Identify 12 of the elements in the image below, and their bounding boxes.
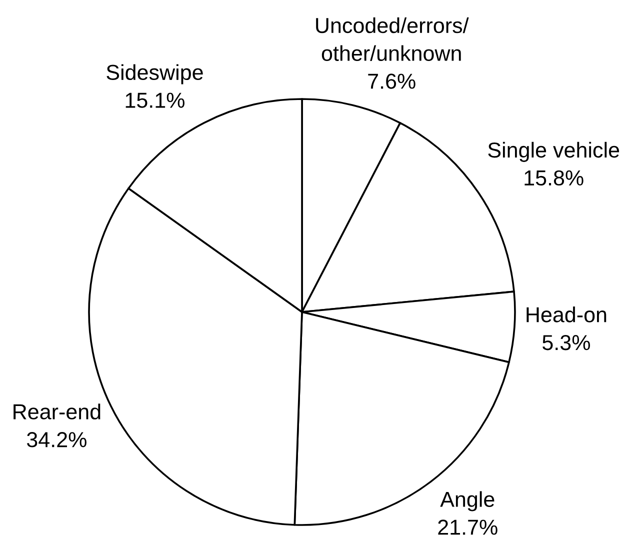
slice-label: Rear-end xyxy=(14,404,100,420)
slice-label: Single vehicle xyxy=(488,142,620,162)
data-label: 15.1% xyxy=(126,92,184,108)
slice-label: Angle xyxy=(440,491,494,512)
data-label: 34.2% xyxy=(27,432,86,448)
slice-label: Sideswipe xyxy=(106,64,203,84)
data-label: 5.3% xyxy=(542,334,590,350)
slice-label: Uncoded/errors/ other/unknown xyxy=(316,17,469,62)
data-label: 7.6% xyxy=(368,74,416,89)
data-label: 15.8% xyxy=(524,170,584,186)
data-label: 21.7% xyxy=(438,520,498,535)
slice-label: Head-on xyxy=(526,306,606,322)
